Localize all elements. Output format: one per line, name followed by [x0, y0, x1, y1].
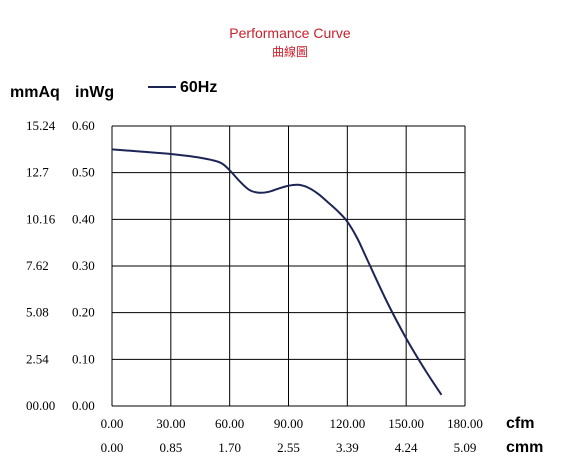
- y-tick-label-inwg: 0.00: [72, 398, 95, 413]
- y-tick-label-mmaq: 15.24: [26, 118, 56, 133]
- y-tick-label-mmaq: 7.62: [26, 258, 49, 273]
- series-line-60hz: [111, 148, 443, 396]
- x-unit-cmm: cmm: [506, 439, 543, 456]
- y-tick-label-inwg: 0.30: [72, 258, 95, 273]
- x-tick-label: 0.00: [101, 416, 124, 431]
- chart-subtitle: 曲線圖: [272, 44, 308, 59]
- chart-title: Performance Curve: [229, 25, 351, 41]
- grid: [111, 125, 466, 407]
- y-tick-label-inwg: 0.60: [72, 118, 95, 133]
- series-layer: [111, 148, 443, 396]
- x-tick-label-secondary: 0.85: [159, 440, 182, 455]
- x-tick-label-secondary: 5.09: [454, 440, 477, 455]
- y-unit-mmaq: mmAq: [10, 84, 60, 101]
- x-tick-label: 180.00: [447, 416, 483, 431]
- x-unit-cfm: cfm: [506, 415, 534, 432]
- x-tick-label: 90.00: [274, 416, 303, 431]
- y-tick-label-inwg: 0.10: [72, 351, 95, 366]
- y-tick-label-mmaq: 00.00: [26, 398, 55, 413]
- x-tick-label-secondary: 0.00: [101, 440, 124, 455]
- x-tick-label: 30.00: [156, 416, 185, 431]
- y-tick-label-inwg: 0.20: [72, 305, 95, 320]
- y-tick-label-mmaq: 12.7: [26, 165, 49, 180]
- y-tick-label-inwg: 0.50: [72, 165, 95, 180]
- x-tick-label: 120.00: [329, 416, 365, 431]
- legend-label: 60Hz: [180, 79, 217, 96]
- y-tick-label-mmaq: 10.16: [26, 211, 56, 226]
- y-tick-label-inwg: 0.40: [72, 211, 95, 226]
- x-tick-label: 150.00: [388, 416, 424, 431]
- x-tick-label-secondary: 1.70: [218, 440, 241, 455]
- y-unit-inwg: inWg: [75, 84, 114, 101]
- tick-labels: 0.00 0.00 30.00 0.85 60.00 1.70 90.00 2.55 120.0…: [26, 118, 483, 455]
- y-tick-label-mmaq: 5.08: [26, 305, 49, 320]
- x-tick-label-secondary: 2.55: [277, 440, 300, 455]
- x-tick-label: 60.00: [215, 416, 244, 431]
- y-tick-label-mmaq: 2.54: [26, 351, 49, 366]
- x-tick-label-secondary: 3.39: [336, 440, 359, 455]
- x-tick-label-secondary: 4.24: [395, 440, 418, 455]
